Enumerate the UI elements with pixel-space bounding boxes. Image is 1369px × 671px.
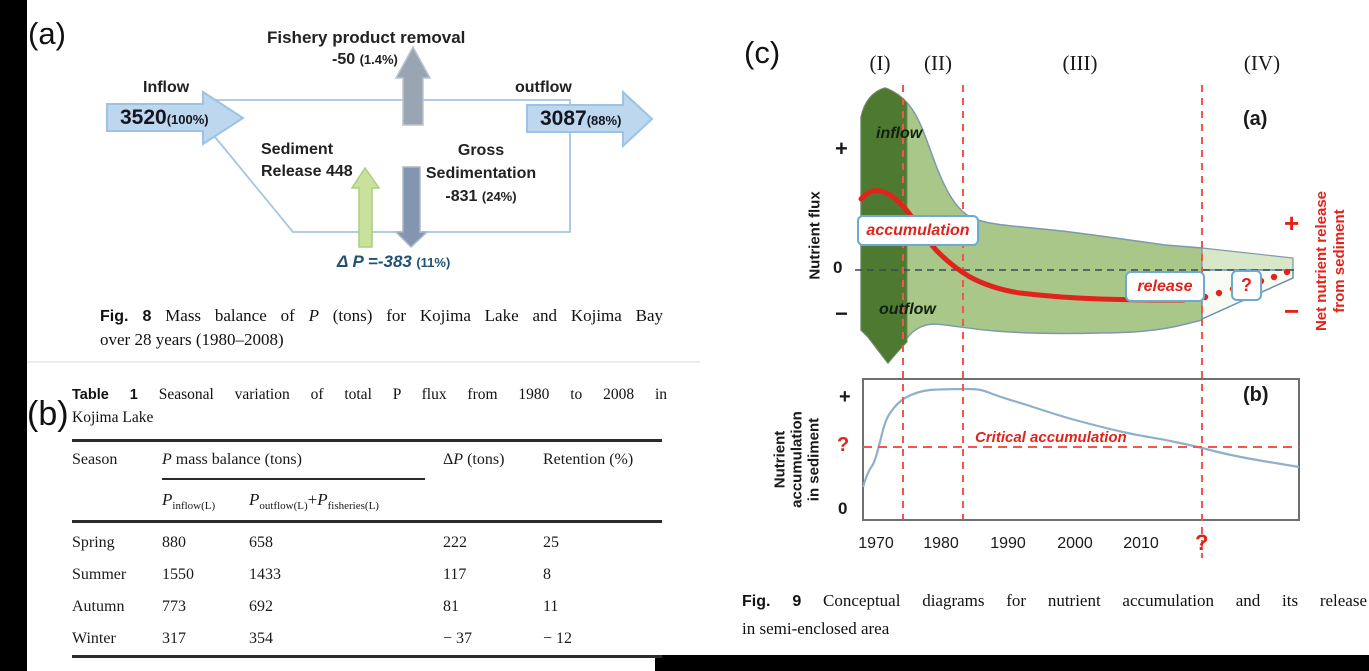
table-caption-line2: Kojima Lake (72, 409, 154, 426)
critical-accumulation-label: Critical accumulation (975, 429, 1127, 446)
bottom-black-bar (655, 655, 1369, 671)
outflow-label: outflow (515, 79, 572, 96)
table-mid-rule (72, 520, 662, 523)
sediment-release-label-line2: Release 448 (261, 163, 353, 180)
sediment-question-tick: ? (837, 434, 850, 456)
phase-label-4: (IV) (1243, 51, 1281, 75)
nutrient-flux-envelope (860, 87, 1203, 365)
net-release-plus: + (1284, 208, 1300, 238)
flux-plus-tick: + (835, 136, 848, 161)
x-tick-2000: 2000 (1057, 535, 1093, 552)
net-release-minus: − (1284, 296, 1300, 326)
fig9-caption-line1: Fig. 9 Conceptual diagrams for nutrient … (742, 591, 1368, 610)
col-header-season: Season (72, 451, 118, 468)
phase-label-1: (I) (869, 51, 891, 75)
sediment-plus-tick: + (839, 386, 851, 408)
table-caption-bold: Table 1 (72, 387, 138, 403)
flux-minus-tick: − (835, 301, 848, 326)
subcol-header-poutflow-fisheries: Poutflow(L)+Pfisheries(L) (249, 490, 379, 512)
gross-sed-label-line1: Gross (457, 142, 505, 159)
table-caption-line1: Table 1 Seasonal variation of total P fl… (72, 386, 668, 403)
table-span-rule (162, 478, 425, 480)
outflow-arrow (526, 89, 654, 149)
table-top-rule (72, 439, 662, 442)
mass-balance-box-outline (203, 99, 571, 233)
outflow-annotation: outflow (879, 301, 936, 318)
subcol-header-pinflow: Pinflow(L) (162, 490, 216, 512)
x-tick-question: ? (1195, 530, 1209, 555)
sediment-plot-box (862, 378, 1300, 521)
inflow-label: Inflow (143, 79, 190, 96)
outflow-value: 3087 (540, 107, 587, 130)
subpanel-b-label: (b) (1243, 384, 1269, 406)
fishery-title: Fishery product removal (267, 28, 466, 47)
col-header-pmassbalance: P mass balance (tons) (162, 451, 302, 468)
table-bottom-rule (72, 655, 662, 658)
panel-b-label: (b) (27, 395, 69, 433)
phase4-upper-wedge (1201, 247, 1294, 271)
net-release-axis-label: Net nutrient release from sediment (1313, 190, 1348, 332)
x-tick-1980: 1980 (923, 535, 959, 552)
delta-p-value: Δ P =-383 (337, 252, 412, 271)
gross-sedimentation-arrow (394, 166, 429, 249)
sediment-axis-label: Nutrient accumulation in sediment (771, 411, 823, 508)
fig8-caption-fig: Fig. 8 (100, 308, 152, 325)
flux-zero-tick: 0 (833, 258, 843, 277)
fig9-caption-fig: Fig. 9 (742, 593, 802, 610)
left-black-bar (0, 0, 27, 671)
inflow-arrow (106, 90, 245, 146)
x-tick-2010: 2010 (1123, 535, 1159, 552)
fishery-removal-arrow (394, 45, 432, 126)
release-callout: release (1125, 271, 1205, 302)
sediment-release-label-line1: Sediment (261, 141, 334, 158)
sediment-release-arrow (350, 166, 381, 248)
question-callout: ? (1231, 270, 1262, 301)
subpanel-a-label: (a) (1243, 108, 1268, 130)
inflow-pct: (100%) (166, 112, 209, 127)
fig8-caption-line1: Fig. 8 Mass balance of P (tons) for Koji… (100, 306, 664, 325)
x-tick-1990: 1990 (990, 535, 1026, 552)
phase-label-3: (III) (1062, 51, 1098, 75)
panel-c-label: (c) (744, 35, 781, 70)
net-flux-curve (858, 188, 1187, 303)
gross-sed-value: -831 (445, 188, 478, 205)
fishery-value: -50 (332, 51, 356, 68)
fig8-caption-line2: over 28 years (1980–2008) (100, 330, 284, 349)
col-header-retention: Retention (%) (543, 451, 634, 468)
accumulation-callout: accumulation (857, 215, 979, 246)
fig9-caption-line2: in semi-enclosed area (742, 619, 890, 638)
outflow-pct: (88%) (586, 113, 622, 128)
gross-sed-label-line2: Sedimentation (425, 165, 537, 182)
sediment-zero-tick: 0 (838, 499, 848, 518)
fishery-pct: (1.4%) (359, 52, 398, 67)
phase-label-2: (II) (924, 51, 952, 75)
nutrient-flux-axis-label: Nutrient flux (806, 191, 824, 280)
gross-sed-pct: (24%) (481, 189, 517, 204)
col-header-deltap: ΔP (tons) (443, 451, 505, 468)
delta-p-pct: (11%) (416, 255, 451, 270)
panel-a-label: (a) (28, 16, 66, 51)
inflow-value: 3520 (120, 106, 167, 129)
x-tick-1970: 1970 (858, 535, 894, 552)
inflow-annotation: inflow (876, 125, 923, 142)
